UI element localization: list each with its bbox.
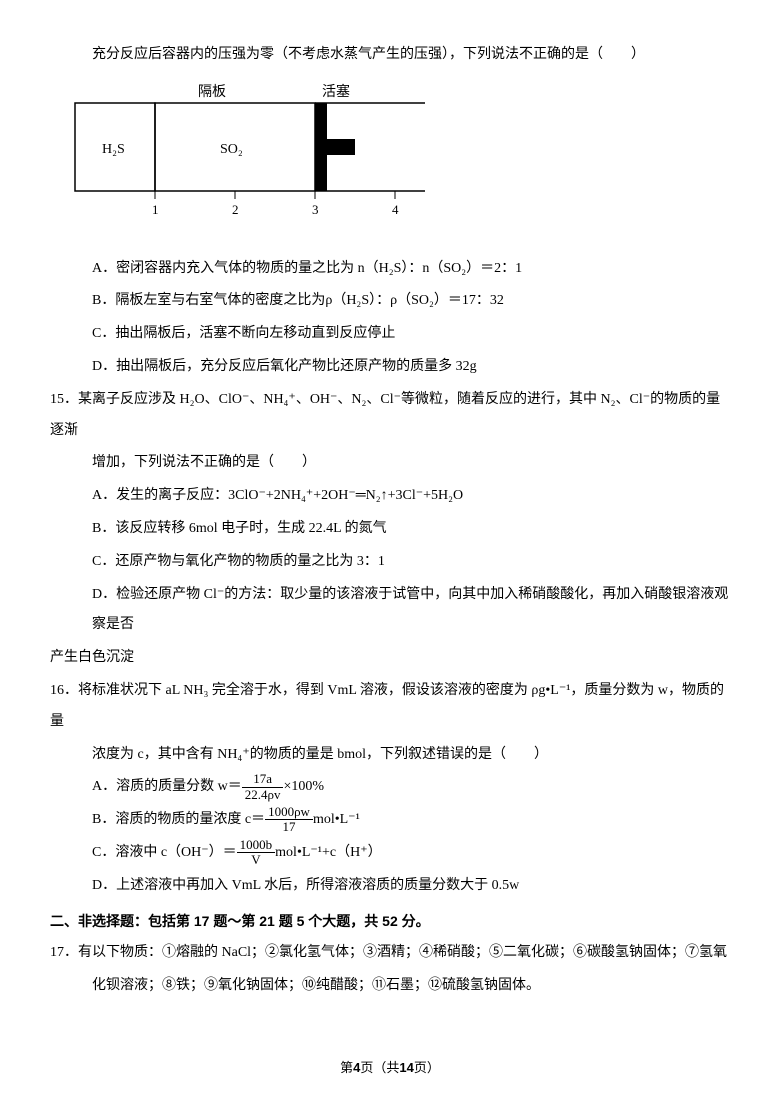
- q16-stem1: 16．将标准状况下 aL NH₃ 完全溶于水，得到 VmL 溶液，假设该溶液的密…: [50, 676, 730, 738]
- q16-optA: A．溶质的质量分数 w＝17a22.4ρv×100%: [50, 772, 730, 803]
- q16-stem2: 浓度为 c，其中含有 NH₄⁺的物质的量是 bmol，下列叙述错误的是（ ）: [50, 740, 730, 771]
- cell-so2: SO₂: [220, 142, 243, 157]
- section2-heading: 二、非选择题：包括第 17 题～第 21 题 5 个大题，共 52 分。: [50, 906, 730, 937]
- q15-optD2: 产生白色沉淀: [50, 643, 730, 674]
- q15-optD1: D．检验还原产物 Cl⁻的方法：取少量的该溶液于试管中，向其中加入稀硝酸酸化，再…: [50, 580, 730, 642]
- q15-stem1: 15．某离子反应涉及 H₂O、ClO⁻、NH₄⁺、OH⁻、N₂、Cl⁻等微粒，随…: [50, 385, 730, 447]
- tick-3: 3: [312, 202, 319, 217]
- q14-optC: C．抽出隔板后，活塞不断向左移动直到反应停止: [50, 319, 730, 350]
- q17-stem1: 17．有以下物质：①熔融的 NaCl；②氯化氢气体；③酒精；④稀硝酸；⑤二氧化碳…: [50, 938, 730, 969]
- page-footer: 第4页（共14页）: [0, 1054, 780, 1083]
- cell-h2s: H₂S: [102, 142, 125, 157]
- label-piston: 活塞: [322, 83, 350, 100]
- q15-optC: C．还原产物与氧化产物的物质的量之比为 3：1: [50, 547, 730, 578]
- q15-stem2: 增加，下列说法不正确的是（ ）: [50, 448, 730, 479]
- q15-optB: B．该反应转移 6mol 电子时，生成 22.4L 的氮气: [50, 514, 730, 545]
- q14-intro: 充分反应后容器内的压强为零（不考虑水蒸气产生的压强），下列说法不正确的是（ ）: [50, 40, 730, 71]
- label-partition: 隔板: [198, 84, 226, 100]
- q14-optD: D．抽出隔板后，充分反应后氧化产物比还原产物的质量多 32g: [50, 352, 730, 383]
- q14-diagram: 隔板 活塞 H₂S SO₂ 1 2 3 4: [70, 81, 730, 244]
- q14-optA: A．密闭容器内充入气体的物质的量之比为 n（H₂S）：n（SO₂）＝2：1: [50, 254, 730, 285]
- tick-4: 4: [392, 202, 399, 217]
- q16-optC: C．溶液中 c（OH⁻）＝1000bVmol•L⁻¹+c（H⁺）: [50, 838, 730, 869]
- q15-optA: A．发生的离子反应：3ClO⁻+2NH₄⁺+2OH⁻═N₂↑+3Cl⁻+5H₂O: [50, 481, 730, 512]
- q17-stem2: 化钡溶液；⑧铁；⑨氧化钠固体；⑩纯醋酸；⑪石墨；⑫硫酸氢钠固体。: [50, 971, 730, 1002]
- tick-2: 2: [232, 202, 239, 217]
- tick-1: 1: [152, 202, 159, 217]
- q16-optD: D．上述溶液中再加入 VmL 水后，所得溶液溶质的质量分数大于 0.5w: [50, 871, 730, 902]
- q16-optB: B．溶质的物质的量浓度 c＝1000ρw17mol•L⁻¹: [50, 805, 730, 836]
- q14-optB: B．隔板左室与右室气体的密度之比为ρ（H₂S）：ρ（SO₂）＝17：32: [50, 286, 730, 317]
